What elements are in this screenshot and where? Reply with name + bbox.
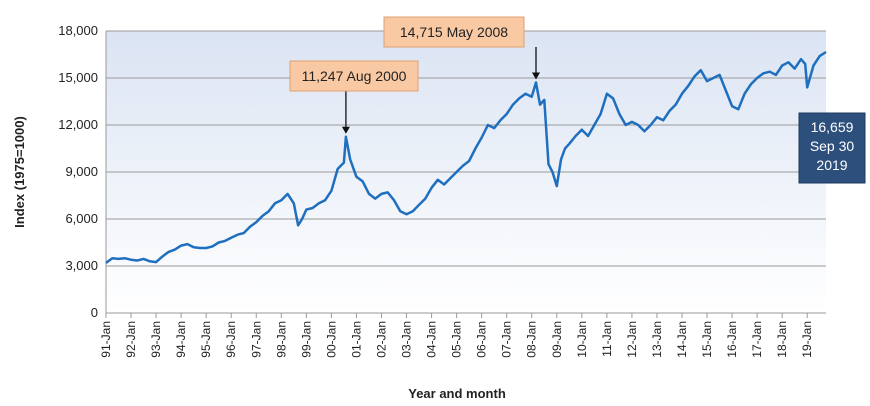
x-tick-label: 95-Jan <box>199 321 213 358</box>
x-tick-label: 99-Jan <box>299 321 313 358</box>
x-tick-label: 97-Jan <box>249 321 263 358</box>
x-tick-label: 96-Jan <box>224 321 238 358</box>
x-tick-label: 18-Jan <box>775 321 789 358</box>
x-tick-label: 19-Jan <box>800 321 814 358</box>
callout-label: 14,715 May 2008 <box>400 24 508 40</box>
x-tick-label: 12-Jan <box>625 321 639 358</box>
y-tick-label: 18,000 <box>58 23 98 38</box>
y-tick-label: 0 <box>91 305 98 320</box>
end-value-box: 16,659 Sep 30 2019 <box>798 112 866 184</box>
y-tick-label: 3,000 <box>65 258 98 273</box>
x-tick-label: 13-Jan <box>650 321 664 358</box>
x-axis-ticks: 91-Jan 92-Jan 93-Jan 94-Jan 95-Jan 96-Jan 97-J… <box>99 313 814 358</box>
callout-box <box>289 60 419 92</box>
x-tick-label: 91-Jan <box>99 321 113 358</box>
x-tick-label: 07-Jan <box>500 321 514 358</box>
x-tick-label: 17-Jan <box>750 321 764 358</box>
x-tick-label: 09-Jan <box>550 321 564 358</box>
x-tick-label: 02-Jan <box>374 321 388 358</box>
x-tick-label: 06-Jan <box>475 321 489 358</box>
callout-box <box>383 16 525 48</box>
x-axis-title: Year and month <box>408 386 506 401</box>
end-value-label: 16,659 <box>811 119 854 135</box>
x-tick-label: 15-Jan <box>700 321 714 358</box>
callout-arrowhead <box>531 72 540 80</box>
x-tick-label: 00-Jan <box>324 321 338 358</box>
callout-label: 11,247 Aug 2000 <box>302 68 407 84</box>
callout-arrowhead <box>341 126 350 134</box>
x-tick-label: 05-Jan <box>450 321 464 358</box>
y-tick-label: 6,000 <box>65 211 98 226</box>
x-tick-label: 03-Jan <box>400 321 414 358</box>
x-tick-label: 14-Jan <box>675 321 689 358</box>
x-tick-label: 98-Jan <box>274 321 288 358</box>
y-tick-label: 12,000 <box>58 117 98 132</box>
x-tick-label: 04-Jan <box>425 321 439 358</box>
series-line <box>105 50 827 264</box>
callouts: 11,247 Aug 2000 14,715 May 2008 <box>289 16 540 134</box>
y-tick-label: 9,000 <box>65 164 98 179</box>
end-value-label: Sep 30 <box>810 138 855 154</box>
x-tick-label: 94-Jan <box>174 321 188 358</box>
gridlines <box>105 30 826 314</box>
x-tick-label: 16-Jan <box>725 321 739 358</box>
x-tick-label: 11-Jan <box>600 321 614 357</box>
x-tick-label: 08-Jan <box>525 321 539 358</box>
x-tick-label: 92-Jan <box>124 321 138 358</box>
y-axis-ticks: 0 3,000 6,000 9,000 12,000 15,000 18,000 <box>58 23 98 320</box>
x-tick-label: 10-Jan <box>575 321 589 358</box>
x-tick-label: 93-Jan <box>149 321 163 358</box>
end-value-box-bg <box>798 112 866 184</box>
end-value-label: 2019 <box>816 157 847 173</box>
y-tick-label: 15,000 <box>58 70 98 85</box>
y-axis-title: Index (1975=1000) <box>12 116 27 228</box>
x-tick-label: 01-Jan <box>349 321 363 358</box>
